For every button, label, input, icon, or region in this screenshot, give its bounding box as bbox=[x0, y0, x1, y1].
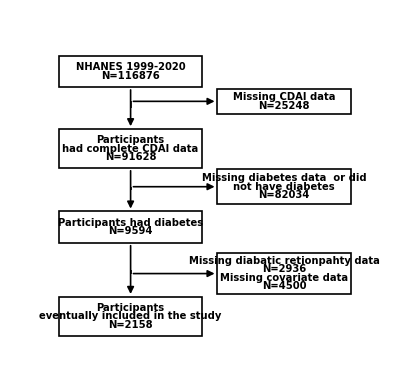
Text: N=82034: N=82034 bbox=[258, 190, 310, 200]
Text: N=2158: N=2158 bbox=[108, 320, 153, 329]
FancyBboxPatch shape bbox=[218, 170, 351, 204]
Text: N=4500: N=4500 bbox=[262, 281, 306, 291]
Text: Participants: Participants bbox=[96, 135, 165, 145]
Text: NHANES 1999-2020: NHANES 1999-2020 bbox=[76, 62, 186, 72]
Text: had complete CDAI data: had complete CDAI data bbox=[62, 144, 199, 154]
FancyBboxPatch shape bbox=[59, 129, 202, 168]
Text: Participants had diabetes: Participants had diabetes bbox=[58, 218, 203, 228]
Text: not have diabetes: not have diabetes bbox=[233, 182, 335, 192]
Text: N=9594: N=9594 bbox=[108, 226, 153, 237]
FancyBboxPatch shape bbox=[218, 89, 351, 114]
Text: Missing covariate data: Missing covariate data bbox=[220, 273, 348, 283]
Text: Participants: Participants bbox=[96, 303, 165, 313]
Text: N=2936: N=2936 bbox=[262, 265, 306, 274]
Text: Missing CDAI data: Missing CDAI data bbox=[233, 92, 335, 102]
Text: Missing diabatic retionpahty data: Missing diabatic retionpahty data bbox=[189, 256, 380, 266]
Text: Missing diabetes data  or did: Missing diabetes data or did bbox=[202, 173, 366, 183]
Text: N=25248: N=25248 bbox=[258, 100, 310, 110]
FancyBboxPatch shape bbox=[59, 56, 202, 87]
Text: N=116876: N=116876 bbox=[101, 70, 160, 81]
Text: eventually included in the study: eventually included in the study bbox=[40, 311, 222, 321]
FancyBboxPatch shape bbox=[59, 212, 202, 243]
FancyBboxPatch shape bbox=[59, 297, 202, 336]
Text: N=91628: N=91628 bbox=[105, 152, 156, 162]
FancyBboxPatch shape bbox=[218, 253, 351, 294]
